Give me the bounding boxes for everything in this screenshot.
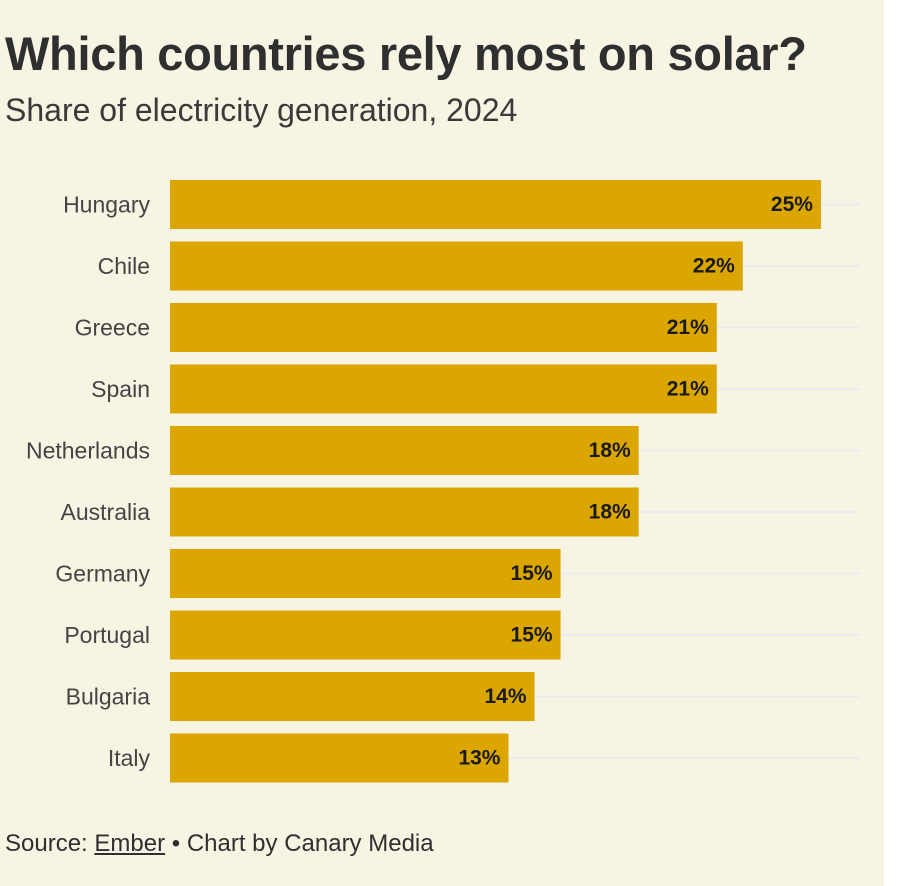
bar-portugal bbox=[170, 610, 561, 660]
value-label-netherlands: 18% bbox=[589, 439, 631, 462]
source-line: Source: Ember • Chart by Canary Media bbox=[5, 830, 434, 858]
value-label-australia: 18% bbox=[589, 501, 631, 524]
bar-chile bbox=[170, 241, 743, 291]
value-label-bulgaria: 14% bbox=[484, 685, 526, 708]
chart-title: Which countries rely most on solar? bbox=[5, 27, 807, 80]
source-link-ember[interactable]: Ember bbox=[94, 830, 166, 857]
chart-subtitle: Share of electricity generation, 2024 bbox=[5, 92, 518, 128]
bar-greece bbox=[170, 303, 717, 352]
category-label-portugal: Portugal bbox=[64, 622, 150, 648]
value-label-spain: 21% bbox=[667, 378, 709, 401]
bar-netherlands bbox=[170, 426, 639, 475]
value-label-portugal: 15% bbox=[511, 624, 553, 647]
source-prefix: Source: bbox=[5, 830, 95, 857]
value-label-germany: 15% bbox=[511, 562, 553, 585]
bar-chart: Hungary 25% Chile 22% Greece 21% Spain 21% Nethe… bbox=[26, 180, 860, 783]
category-label-hungary: Hungary bbox=[63, 192, 150, 218]
source-suffix: • Chart by Canary Media bbox=[165, 830, 434, 857]
category-label-australia: Australia bbox=[61, 499, 151, 525]
bar-germany bbox=[170, 549, 561, 598]
category-label-germany: Germany bbox=[55, 561, 150, 587]
bar-australia bbox=[170, 487, 639, 537]
category-label-italy: Italy bbox=[108, 745, 151, 771]
bar-bulgaria bbox=[170, 672, 535, 721]
category-label-spain: Spain bbox=[91, 376, 150, 402]
value-label-hungary: 25% bbox=[771, 193, 813, 216]
category-label-chile: Chile bbox=[98, 253, 150, 279]
value-label-italy: 13% bbox=[458, 747, 500, 770]
category-label-netherlands: Netherlands bbox=[26, 438, 150, 464]
category-label-greece: Greece bbox=[75, 315, 150, 341]
value-label-chile: 22% bbox=[693, 255, 735, 278]
category-label-bulgaria: Bulgaria bbox=[66, 684, 151, 710]
value-label-greece: 21% bbox=[667, 316, 709, 339]
bar-spain bbox=[170, 364, 717, 414]
bar-italy bbox=[170, 733, 509, 783]
bar-hungary bbox=[170, 180, 821, 229]
